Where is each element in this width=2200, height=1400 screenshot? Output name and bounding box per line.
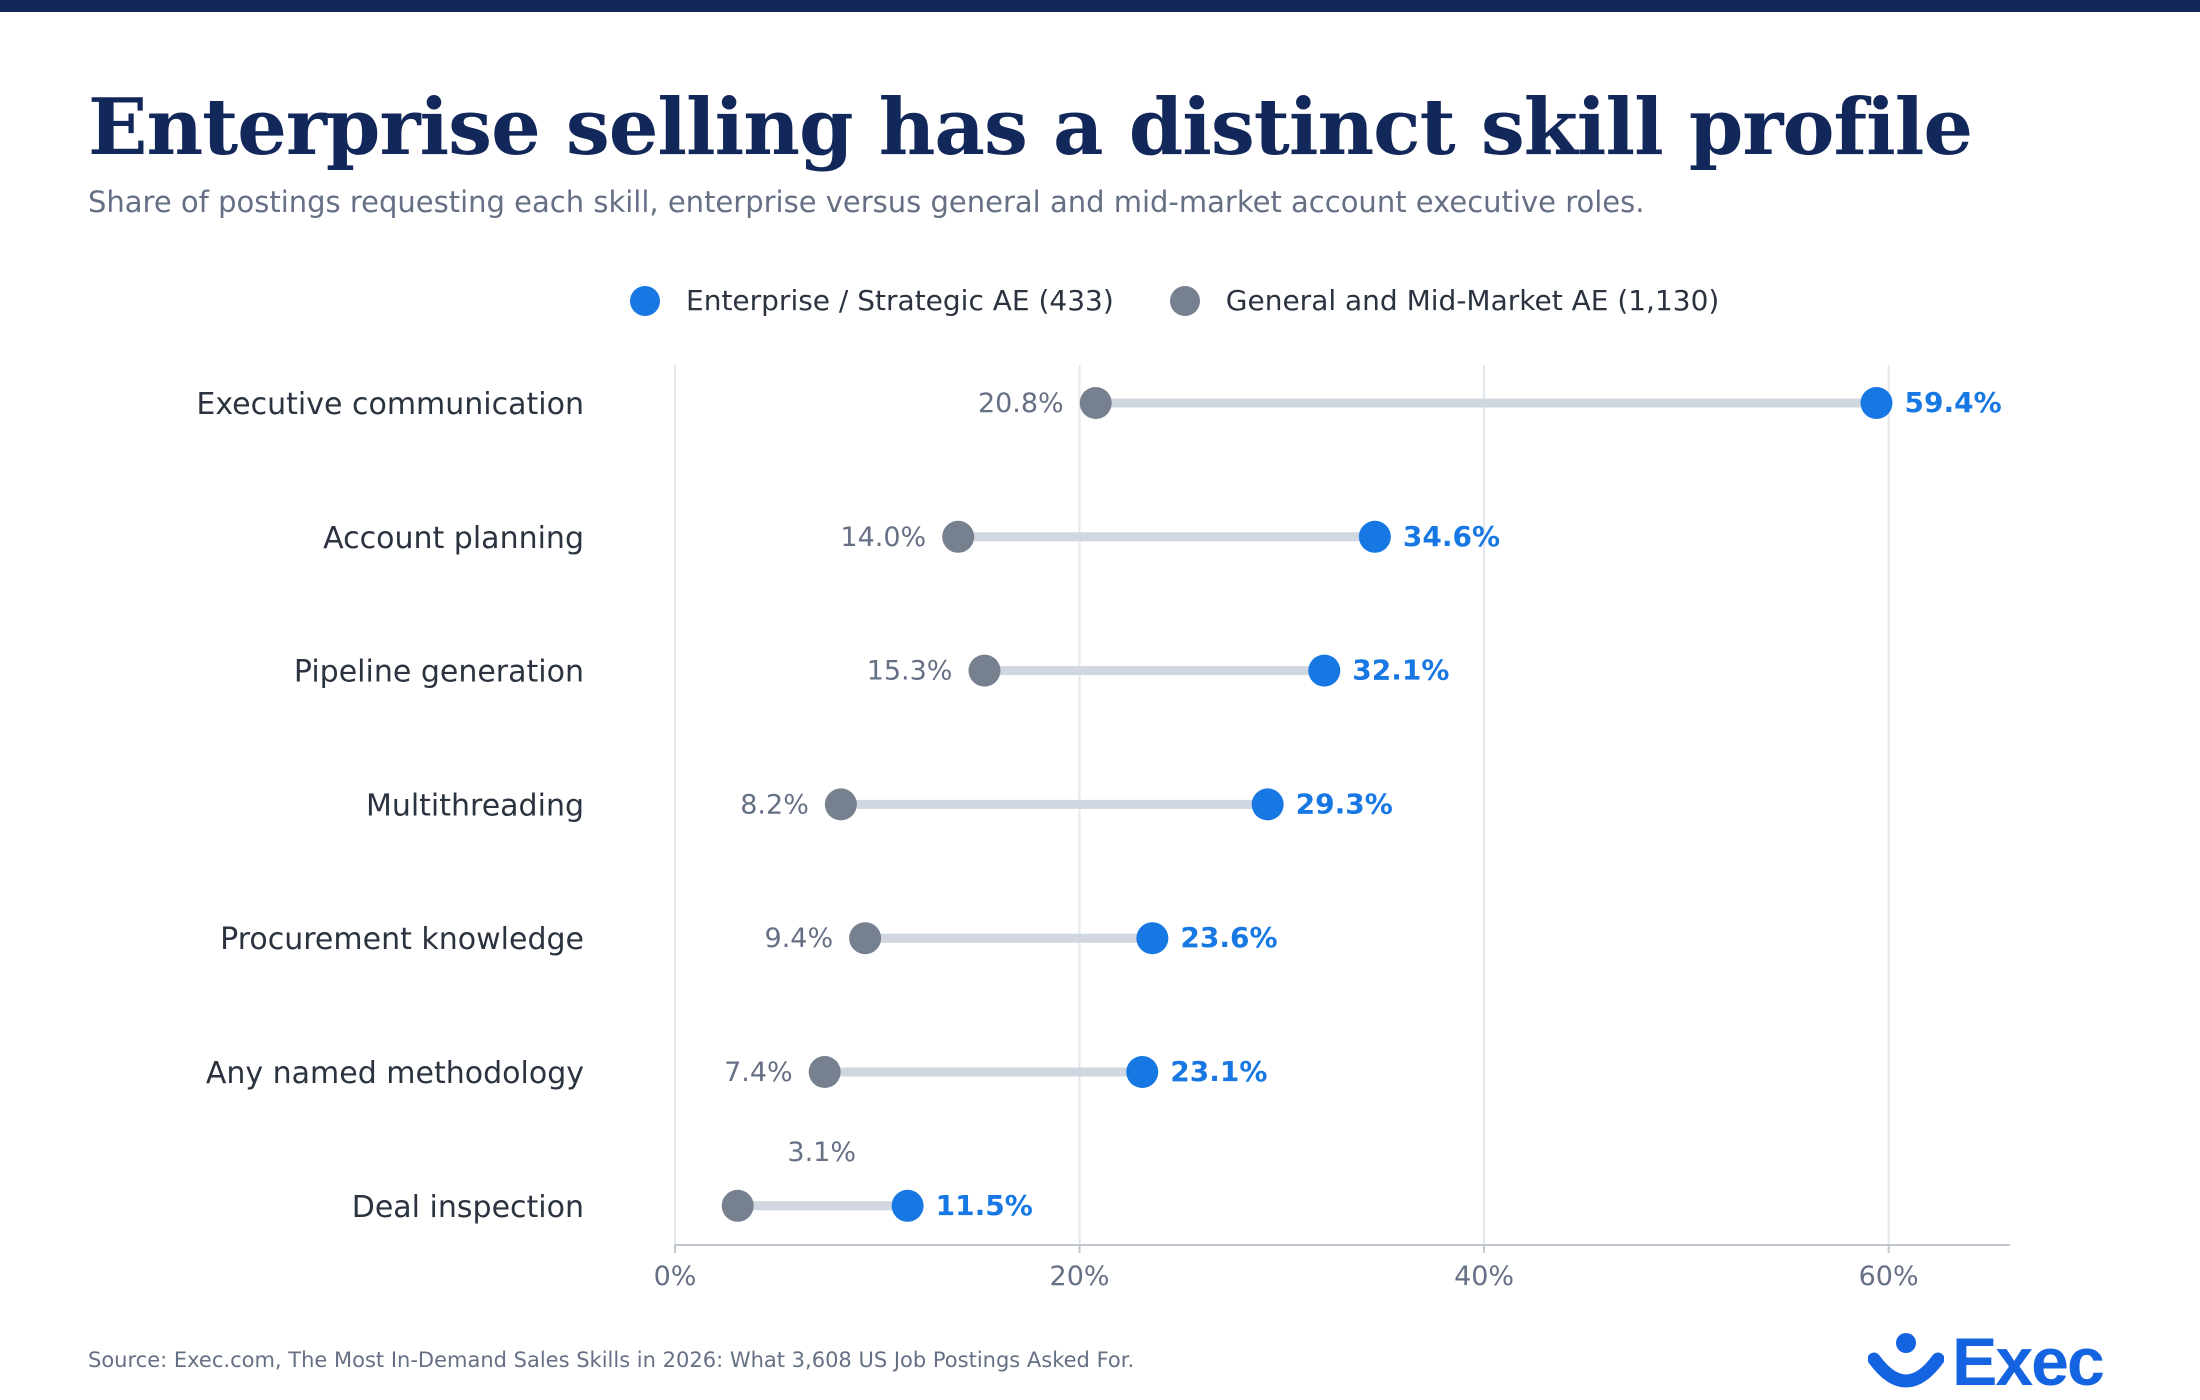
chart-subtitle: Share of postings requesting each skill,… (88, 185, 1645, 219)
general-point (721, 1189, 754, 1222)
enterprise-value-label: 32.1% (1352, 654, 1449, 687)
general-point (824, 788, 857, 821)
dumbbell-chart: 0% 20% 40% 60% Executive communication 20.8% 5… (196, 365, 2010, 1292)
enterprise-value-label: 34.6% (1403, 520, 1500, 553)
general-point (849, 922, 882, 955)
top-accent-bar (0, 0, 2200, 12)
general-value-label: 8.2% (740, 789, 809, 820)
category-label: Executive communication (196, 387, 584, 422)
enterprise-value-label: 23.1% (1170, 1055, 1267, 1088)
general-value-label: 20.8% (978, 388, 1064, 419)
legend-dot-general (1169, 285, 1200, 316)
chart-title: Enterprise selling has a distinct skill … (88, 82, 1973, 173)
general-value-label: 7.4% (724, 1057, 793, 1088)
enterprise-point (1308, 654, 1341, 687)
general-value-label: 15.3% (867, 656, 953, 687)
legend-item-enterprise: Enterprise / Strategic AE (433) (630, 284, 1114, 317)
enterprise-value-label: 59.4% (1905, 386, 2002, 419)
general-value-label: 14.0% (840, 522, 926, 553)
category-label: Procurement knowledge (220, 922, 584, 957)
category-label: Pipeline generation (294, 655, 584, 690)
enterprise-point (1860, 387, 1893, 419)
general-point (942, 520, 975, 553)
enterprise-point (1136, 922, 1169, 955)
enterprise-point (1251, 788, 1284, 821)
enterprise-point (891, 1189, 924, 1222)
enterprise-value-label: 11.5% (936, 1189, 1033, 1222)
category-label: Any named methodology (206, 1056, 584, 1091)
legend-dot-enterprise (630, 285, 660, 316)
enterprise-point (1126, 1056, 1159, 1088)
general-value-label: 9.4% (765, 923, 834, 954)
category-label: Account planning (323, 521, 584, 556)
enterprise-value-label: 29.3% (1296, 787, 1393, 820)
logo-text: Exec (1952, 1324, 2105, 1400)
general-value-label: 3.1% (787, 1137, 856, 1168)
general-point (968, 654, 1001, 687)
exec-logo: Exec (1868, 1324, 2105, 1400)
legend: Enterprise / Strategic AE (433) General … (630, 284, 1775, 317)
legend-item-general: General and Mid-Market AE (1,130) (1169, 284, 1720, 317)
legend-label-enterprise: Enterprise / Strategic AE (433) (686, 284, 1114, 317)
x-tick-label: 60% (1859, 1261, 1919, 1292)
category-label: Multithreading (366, 788, 584, 823)
general-point (1079, 387, 1112, 419)
smile-icon (1868, 1333, 1944, 1388)
general-point (808, 1056, 841, 1088)
x-tick-label: 40% (1454, 1261, 1514, 1292)
x-tick-label: 20% (1050, 1261, 1110, 1292)
enterprise-point (1358, 520, 1391, 553)
legend-label-general: General and Mid-Market AE (1,130) (1225, 284, 1720, 317)
category-label: Deal inspection (352, 1190, 584, 1225)
enterprise-value-label: 23.6% (1180, 921, 1277, 954)
x-tick-label: 0% (654, 1261, 697, 1292)
source-note: Source: Exec.com, The Most In-Demand Sal… (88, 1348, 1135, 1372)
